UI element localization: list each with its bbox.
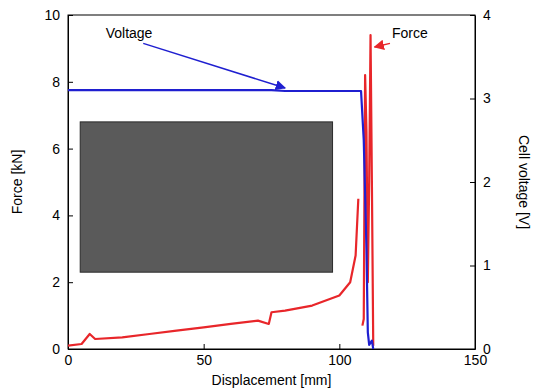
y2-axis-tick: 3 <box>470 90 491 106</box>
y-axis-tick: 2 <box>52 274 73 290</box>
y2-axis-tick: 1 <box>470 257 491 273</box>
annotation-arrow <box>143 43 285 88</box>
y-axis-tick: 10 <box>44 7 73 23</box>
y2-axis-tick-label: 2 <box>483 174 491 190</box>
y-axis-tick-mark <box>68 15 73 16</box>
x-axis-tick-label: 100 <box>328 352 352 368</box>
y2-axis-title: Cell voltage [V] <box>516 135 532 229</box>
y2-axis-tick-mark <box>470 15 475 16</box>
y-axis-tick: 6 <box>52 141 73 157</box>
y-axis-title: Force [kN] <box>9 150 25 215</box>
series-group <box>68 35 373 349</box>
x-axis-title: Displacement [mm] <box>212 372 332 388</box>
annotation: Force <box>392 25 428 41</box>
y-axis-tick-label: 0 <box>52 341 60 357</box>
x-axis-tick: 100 <box>328 344 352 368</box>
y2-axis-tick-label: 3 <box>483 90 491 106</box>
y-axis-tick-mark <box>68 149 73 150</box>
chart: 050100150024681001234ForceVoltageDisplac… <box>0 0 543 391</box>
y-axis-tick-label: 2 <box>52 274 60 290</box>
y-axis-tick-label: 10 <box>44 7 60 23</box>
y-axis-tick: 0 <box>52 341 73 357</box>
y2-axis-line <box>475 16 476 350</box>
y-axis-tick-mark <box>68 349 73 350</box>
x-axis-tick-mark <box>339 344 340 349</box>
inset-photo <box>80 122 332 272</box>
y2-axis-tick-label: 0 <box>483 341 491 357</box>
y-axis-tick-label: 4 <box>52 207 60 223</box>
x-axis-tick-mark <box>204 344 205 349</box>
y-axis-tick-label: 6 <box>52 141 60 157</box>
y2-axis-tick-mark <box>470 266 475 267</box>
annotation: Voltage <box>106 25 153 41</box>
y2-axis-tick: 2 <box>470 174 491 190</box>
y-axis-tick-mark <box>68 215 73 216</box>
x-axis-tick: 50 <box>196 344 212 368</box>
annotation-arrow <box>375 43 390 47</box>
y2-axis-tick-mark <box>470 99 475 100</box>
y-axis-tick-mark <box>68 82 73 83</box>
y-axis-tick-mark <box>68 282 73 283</box>
series-line <box>68 90 373 349</box>
x-axis-tick-label: 50 <box>196 352 212 368</box>
y2-axis-tick: 0 <box>470 341 491 357</box>
y2-axis-tick-label: 4 <box>483 7 491 23</box>
series-line <box>68 35 373 346</box>
plot-frame <box>68 15 475 349</box>
x-axis-tick-label: 0 <box>65 352 73 368</box>
plot: 050100150024681001234ForceVoltage <box>44 7 491 368</box>
y2-axis-tick: 4 <box>470 7 491 23</box>
y2-axis-tick-mark <box>470 182 475 183</box>
y-axis-tick: 8 <box>52 74 73 90</box>
y-axis-line <box>68 16 69 350</box>
y-axis-tick: 4 <box>52 207 73 223</box>
y2-axis-tick-label: 1 <box>483 257 491 273</box>
y-axis-tick-label: 8 <box>52 74 60 90</box>
y2-axis-tick-mark <box>470 349 475 350</box>
x-axis-line <box>69 349 476 350</box>
